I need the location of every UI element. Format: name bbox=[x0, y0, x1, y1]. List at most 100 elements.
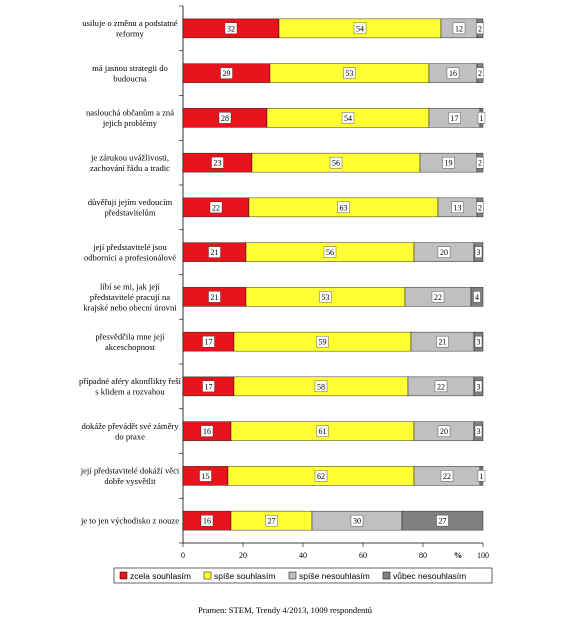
category-label: je to jen východisko z nouze bbox=[80, 516, 179, 526]
data-label-box bbox=[218, 112, 232, 124]
data-label-box bbox=[353, 22, 367, 35]
data-label: 3 bbox=[477, 382, 481, 391]
data-label: 21 bbox=[439, 338, 447, 347]
data-label: 2 bbox=[478, 159, 482, 168]
data-label-box bbox=[329, 156, 343, 169]
data-label: 2 bbox=[478, 24, 482, 33]
data-label: 16 bbox=[449, 69, 457, 78]
data-label: 27 bbox=[268, 517, 276, 526]
data-label: 54 bbox=[356, 24, 364, 33]
category-label-line: líbí se mi, jak její bbox=[100, 281, 161, 291]
data-label: 54 bbox=[344, 114, 352, 123]
category-label-line: případné aféry akonflikty řeší bbox=[79, 376, 182, 386]
x-tick-label: 40 bbox=[299, 551, 307, 560]
data-label: 53 bbox=[346, 69, 354, 78]
data-label-box bbox=[323, 246, 337, 258]
data-label: 17 bbox=[451, 114, 459, 123]
data-label-box bbox=[473, 291, 481, 303]
data-label: 12 bbox=[455, 24, 463, 33]
data-label: 4 bbox=[475, 293, 479, 302]
data-label: 1 bbox=[480, 114, 484, 123]
category-label-line: je zárukou uvážlivosti, bbox=[90, 152, 169, 162]
category-label-line: s klidem a rozvahou bbox=[95, 387, 165, 397]
x-tick-label: 60 bbox=[359, 551, 367, 560]
category-label-line: akceschopnost bbox=[105, 342, 156, 352]
data-label-box bbox=[436, 514, 449, 527]
category-label-line: představitelům bbox=[104, 208, 155, 218]
data-label: 16 bbox=[203, 427, 211, 436]
data-label-box bbox=[477, 470, 486, 482]
data-label: 63 bbox=[340, 203, 348, 212]
category-label: je zárukou uvážlivosti, zachování řádu a … bbox=[90, 152, 170, 173]
category-label: líbí se mi, jak její představitelé pracuj… bbox=[83, 281, 177, 312]
category-label: případné aféry akonflikty řeší s klidem a… bbox=[79, 376, 182, 397]
legend-label: zcela souhlasím bbox=[130, 571, 191, 581]
category-label-line: do praxe bbox=[115, 431, 145, 441]
data-label-box bbox=[343, 67, 356, 79]
data-label-box bbox=[208, 291, 221, 303]
data-label-box bbox=[200, 514, 214, 527]
data-label-box bbox=[442, 156, 455, 169]
data-label: 53 bbox=[322, 293, 330, 302]
data-label-box bbox=[474, 425, 483, 437]
data-label: 56 bbox=[332, 159, 340, 168]
data-label-box bbox=[316, 425, 329, 437]
data-label-box bbox=[451, 201, 464, 214]
data-label: 22 bbox=[212, 203, 220, 212]
data-label: 15 bbox=[202, 472, 210, 481]
category-label: přesvědčila mne její akceschopnost bbox=[95, 331, 165, 352]
category-label-line: dobře vysvětlit bbox=[104, 476, 156, 486]
data-label-box bbox=[341, 112, 355, 124]
category-label: naslouchá občanům a zná jejich problémy bbox=[86, 108, 174, 129]
data-label-box bbox=[448, 112, 461, 124]
legend-swatch bbox=[382, 571, 391, 580]
legend-label: vůbec nesouhlasím bbox=[393, 571, 466, 581]
data-label-box bbox=[474, 380, 483, 393]
data-label: 21 bbox=[211, 248, 219, 257]
data-label-box bbox=[350, 514, 364, 527]
data-label: 29 bbox=[223, 69, 231, 78]
data-label-box bbox=[476, 22, 484, 35]
category-label: její představitelé dokáží věci dobře vysv… bbox=[80, 466, 180, 487]
category-label-line: usiluje o změnu a podstatné bbox=[82, 18, 178, 28]
data-label: 3 bbox=[477, 248, 481, 257]
data-label: 17 bbox=[205, 338, 213, 347]
category-label: dokáže převádět své záměry do praxe bbox=[81, 421, 179, 442]
category-label-line: její představitelé dokáží věci bbox=[80, 466, 180, 476]
data-label-box bbox=[452, 22, 466, 35]
data-label-box bbox=[199, 470, 212, 482]
category-label-line: důvěřuji jejím vedoucím bbox=[88, 197, 173, 207]
x-tick-label: 0 bbox=[181, 551, 185, 560]
data-label-box bbox=[208, 246, 221, 258]
data-label: 22 bbox=[434, 293, 442, 302]
data-label-box bbox=[202, 335, 215, 348]
data-label-box bbox=[437, 246, 451, 258]
data-label-box bbox=[434, 380, 448, 393]
data-label: 27 bbox=[439, 517, 447, 526]
data-label: 23 bbox=[214, 159, 222, 168]
category-label-line: její představitelé jsou bbox=[92, 242, 167, 252]
data-label-box bbox=[316, 335, 329, 348]
data-label-box bbox=[211, 156, 224, 169]
data-label-box bbox=[476, 67, 484, 79]
category-label-line: dokáže převádět své záměry bbox=[81, 421, 179, 431]
category-label: důvěřuji jejím vedoucím představitelům bbox=[88, 197, 173, 218]
data-label-box bbox=[337, 201, 350, 214]
x-axis-unit: % bbox=[454, 550, 463, 560]
category-label: usiluje o změnu a podstatné reformy bbox=[82, 18, 178, 39]
data-label: 58 bbox=[317, 382, 325, 391]
data-label-box bbox=[440, 470, 454, 482]
data-label: 2 bbox=[478, 203, 482, 212]
category-label-line: přesvědčila mne její bbox=[95, 331, 165, 341]
legend-label: spíše souhlasím bbox=[214, 571, 275, 581]
data-label-box bbox=[200, 425, 214, 437]
data-label-box bbox=[476, 201, 484, 214]
data-label: 3 bbox=[477, 427, 481, 436]
data-label: 22 bbox=[443, 472, 451, 481]
x-tick-label: 100 bbox=[477, 551, 489, 560]
x-tick-label: 80 bbox=[419, 551, 427, 560]
data-label: 3 bbox=[477, 338, 481, 347]
category-label: má jasnou strategii do budoucna bbox=[92, 63, 168, 84]
data-label-box bbox=[314, 380, 328, 393]
